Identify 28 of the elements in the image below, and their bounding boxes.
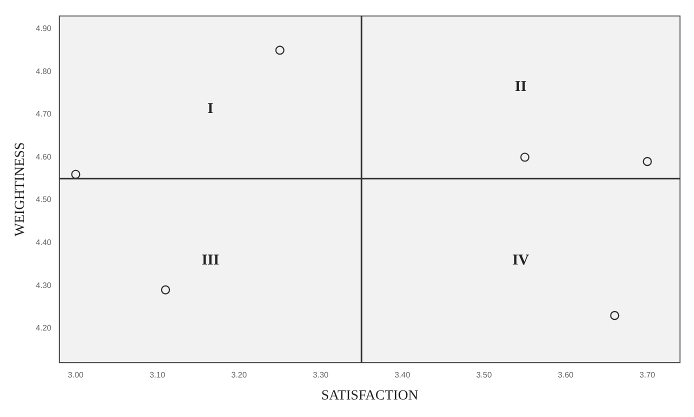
point — [275, 46, 284, 55]
point — [642, 156, 652, 166]
y-axis-title: WEIGHTINESS — [13, 142, 28, 236]
annotation: II — [514, 79, 527, 96]
x-tick-label: 3.60 — [558, 370, 574, 380]
x-tick-label: 3.50 — [476, 370, 492, 380]
annotation: III — [202, 252, 220, 268]
y-tick-label: 4.80 — [36, 66, 52, 76]
annotation: I — [208, 101, 214, 118]
y-tick-label: 4.60 — [36, 152, 52, 162]
point — [610, 310, 620, 320]
point — [160, 285, 170, 294]
y-tick-label: 4.40 — [36, 238, 52, 247]
y-tick-label: 4.30 — [36, 280, 52, 290]
point — [520, 152, 530, 162]
y-tick-label: 4.70 — [36, 110, 52, 119]
x-tick-label: 3.20 — [231, 370, 248, 380]
x-tick-label: 3.40 — [394, 370, 411, 380]
x-axis-title: SATISFACTION — [321, 388, 418, 404]
y-tick-label: 4.90 — [36, 24, 52, 34]
x-tick-label: 3.30 — [312, 370, 330, 380]
point — [71, 170, 80, 179]
x-tick-label: 3.70 — [640, 370, 656, 380]
annotation: IV — [512, 252, 530, 268]
y-tick-label: 4.50 — [36, 195, 52, 204]
x-tick-label: 3.10 — [150, 370, 166, 380]
y-tick-label: 4.20 — [36, 324, 52, 333]
x-tick-label: 3.00 — [68, 370, 84, 380]
